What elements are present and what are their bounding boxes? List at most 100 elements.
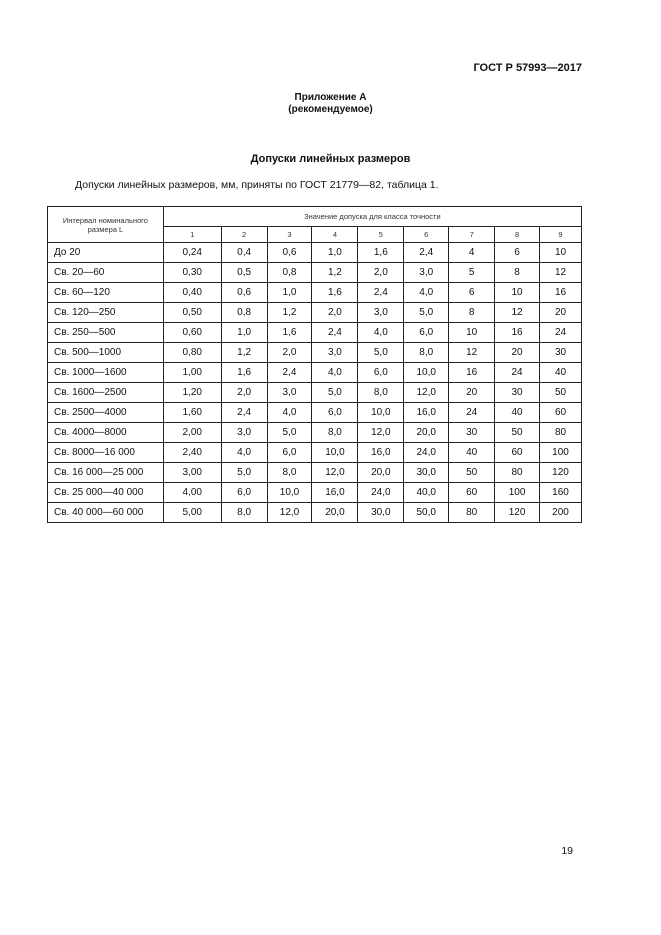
- tolerance-cell: 10,0: [357, 402, 405, 423]
- tolerance-cell: 30: [494, 382, 540, 403]
- tolerance-cell: 8: [448, 302, 496, 323]
- tolerance-cell: 24,0: [357, 482, 405, 503]
- table-row: Св. 2500—4000 1,60 2,4 4,0 6,0 10,0 16,0 24 40 60: [47, 402, 582, 423]
- tolerance-cell: 60: [494, 442, 540, 463]
- tolerance-cell: 30,0: [403, 462, 450, 483]
- tolerance-cell: 8,0: [403, 342, 450, 363]
- tolerance-cell: 30,0: [357, 502, 405, 523]
- table-row: Св. 500—1000 0,80 1,2 2,0 3,0 5,0 8,0 12 20 30: [47, 342, 582, 363]
- class-header: 2: [220, 226, 268, 243]
- tolerance-cell: 2,0: [220, 382, 268, 403]
- table-row: Св. 4000—8000 2,00 3,0 5,0 8,0 12,0 20,0 30 50 80: [47, 422, 582, 443]
- tolerance-cell: 1,00: [162, 362, 222, 383]
- tolerance-cell: 1,6: [266, 322, 313, 343]
- tolerance-cell: 4,0: [311, 362, 359, 383]
- tolerance-cell: 1,0: [220, 322, 268, 343]
- tolerance-cell: 120: [494, 502, 540, 523]
- tolerance-cell: 2,40: [162, 442, 222, 463]
- class-header: 3: [266, 226, 313, 243]
- tolerance-cell: 0,40: [162, 282, 222, 303]
- annex-title: Приложение А: [294, 92, 367, 103]
- class-header: 1: [162, 226, 222, 243]
- interval-cell: Св. 8000—16 000: [47, 442, 164, 463]
- tolerance-cell: 4,0: [357, 322, 405, 343]
- tolerance-cell: 10: [448, 322, 496, 343]
- tolerance-cell: 200: [539, 502, 582, 523]
- table-row: Св. 20—60 0,30 0,5 0,8 1,2 2,0 3,0 5 8 12: [47, 262, 582, 283]
- tolerance-cell: 8: [494, 262, 540, 283]
- tolerance-cell: 1,6: [311, 282, 359, 303]
- tolerance-cell: 40: [494, 402, 540, 423]
- tolerance-cell: 5,0: [266, 422, 313, 443]
- tolerance-cell: 10,0: [311, 442, 359, 463]
- tolerance-cell: 4,0: [266, 402, 313, 423]
- tolerance-cell: 4,0: [220, 442, 268, 463]
- tolerance-cell: 50: [448, 462, 496, 483]
- tolerance-cell: 3,0: [357, 302, 405, 323]
- tolerance-cell: 4,00: [162, 482, 222, 503]
- tolerance-cell: 2,4: [311, 322, 359, 343]
- tolerance-cell: 16,0: [403, 402, 450, 423]
- tolerance-cell: 5,0: [220, 462, 268, 483]
- tolerance-cell: 5,0: [403, 302, 450, 323]
- interval-cell: Св. 60—120: [47, 282, 164, 303]
- interval-cell: Св. 2500—4000: [47, 402, 164, 423]
- tolerance-cell: 16: [448, 362, 496, 383]
- tolerance-cell: 2,0: [357, 262, 405, 283]
- tolerance-cell: 8,0: [357, 382, 405, 403]
- tolerance-cell: 10,0: [403, 362, 450, 383]
- table-row: Св. 8000—16 000 2,40 4,0 6,0 10,0 16,0 24,0 40 6…: [47, 442, 582, 463]
- class-header: 6: [403, 226, 450, 243]
- tolerance-cell: 1,2: [220, 342, 268, 363]
- tolerance-cell: 1,60: [162, 402, 222, 423]
- table-row: Св. 25 000—40 000 4,00 6,0 10,0 16,0 24,0 40,0…: [47, 482, 582, 503]
- tolerance-cell: 24,0: [403, 442, 450, 463]
- interval-cell: До 20: [47, 242, 164, 263]
- tolerance-cell: 1,20: [162, 382, 222, 403]
- tolerance-cell: 100: [539, 442, 582, 463]
- tolerance-cell: 2,4: [266, 362, 313, 383]
- class-header: 8: [494, 226, 540, 243]
- tolerance-cell: 0,24: [162, 242, 222, 263]
- interval-cell: Св. 1000—1600: [47, 362, 164, 383]
- intro-text: Допуски линейных размеров, мм, приняты п…: [75, 179, 439, 191]
- tolerance-cell: 2,0: [266, 342, 313, 363]
- tolerance-cell: 1,0: [311, 242, 359, 263]
- tolerance-cell: 5,00: [162, 502, 222, 523]
- interval-cell: Св. 4000—8000: [47, 422, 164, 443]
- tolerance-cell: 0,30: [162, 262, 222, 283]
- tolerance-cell: 8,0: [311, 422, 359, 443]
- tolerance-cell: 80: [494, 462, 540, 483]
- tolerance-cell: 0,6: [266, 242, 313, 263]
- tolerance-cell: 160: [539, 482, 582, 503]
- tolerance-cell: 12,0: [311, 462, 359, 483]
- tolerance-cell: 50,0: [403, 502, 450, 523]
- tolerance-cell: 3,0: [266, 382, 313, 403]
- class-header: 9: [539, 226, 582, 243]
- tolerance-cell: 50: [494, 422, 540, 443]
- section-title: Допуски линейных размеров: [250, 153, 411, 165]
- tolerance-cell: 40,0: [403, 482, 450, 503]
- tolerance-cell: 3,0: [403, 262, 450, 283]
- tolerance-cell: 16: [539, 282, 582, 303]
- tolerance-cell: 120: [539, 462, 582, 483]
- tolerance-cell: 5,0: [311, 382, 359, 403]
- interval-cell: Св. 500—1000: [47, 342, 164, 363]
- tolerance-cell: 0,60: [162, 322, 222, 343]
- tolerance-cell: 0,5: [220, 262, 268, 283]
- tolerance-cell: 8,0: [266, 462, 313, 483]
- tolerance-cell: 2,4: [357, 282, 405, 303]
- tolerance-table: Интервал номинального размера L Значение…: [47, 206, 583, 523]
- tolerance-cell: 0,8: [266, 262, 313, 283]
- tolerance-cell: 0,8: [220, 302, 268, 323]
- tolerance-cell: 30: [539, 342, 582, 363]
- tolerance-cell: 6,0: [220, 482, 268, 503]
- tolerance-cell: 2,0: [311, 302, 359, 323]
- tolerance-cell: 4,0: [403, 282, 450, 303]
- tolerance-cell: 12,0: [403, 382, 450, 403]
- table-row: До 20 0,24 0,4 0,6 1,0 1,6 2,4 4 6 10: [47, 242, 582, 263]
- tolerance-cell: 6,0: [357, 362, 405, 383]
- interval-cell: Св. 25 000—40 000: [47, 482, 164, 503]
- tolerance-cell: 6: [448, 282, 496, 303]
- tolerance-cell: 12: [494, 302, 540, 323]
